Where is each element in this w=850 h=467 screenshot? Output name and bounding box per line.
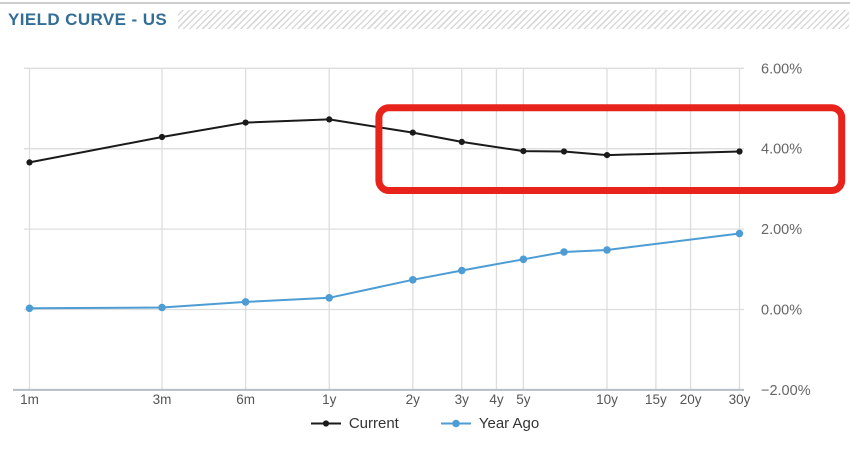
- data-point-year-ago: [560, 248, 568, 256]
- y-tick-label: −2.00%: [761, 383, 811, 399]
- data-point-year-ago: [519, 255, 528, 264]
- series-line-current: [29, 118, 740, 164]
- yield-curve-chart: 6.00% 4.00% 2.00% 0.00% −2.00% 1m 3m 6m 1y 2y 3y 4y…: [13, 61, 846, 407]
- data-point-current: [409, 129, 416, 136]
- data-point-current: [242, 119, 249, 126]
- data-point-current: [326, 116, 333, 123]
- series-line-year-ago: [29, 232, 740, 310]
- data-point-current: [603, 152, 611, 159]
- data-point-current: [736, 148, 743, 155]
- data-point-current: [26, 159, 33, 166]
- x-tick-label: 30y: [729, 392, 751, 407]
- page-title: YIELD CURVE - US: [8, 10, 168, 29]
- y-tick-label: 6.00%: [761, 61, 802, 77]
- hatch-decoration: [178, 10, 849, 29]
- data-point-current: [560, 148, 568, 155]
- y-tick-label: 4.00%: [761, 142, 802, 158]
- data-point-current: [158, 133, 166, 141]
- annotation-red-box: [375, 104, 846, 195]
- x-tick-label: 3m: [153, 392, 172, 407]
- x-tick-label: 3y: [455, 392, 470, 407]
- data-point-year-ago: [158, 303, 166, 312]
- data-point-year-ago: [325, 294, 334, 302]
- legend-label: Year Ago: [478, 415, 540, 432]
- data-point-year-ago: [735, 229, 744, 238]
- data-point-year-ago: [241, 298, 250, 306]
- legend-item-year-ago[interactable]: Year Ago: [440, 415, 540, 432]
- legend-marker-icon: [310, 420, 341, 427]
- data-point-current: [520, 148, 527, 155]
- data-point-year-ago: [25, 304, 34, 313]
- x-tick-label: 1y: [322, 392, 337, 407]
- y-tick-label: 2.00%: [761, 222, 802, 238]
- legend-item-current[interactable]: Current: [310, 415, 399, 432]
- x-tick-label: 15y: [645, 392, 667, 407]
- data-point-year-ago: [458, 266, 466, 275]
- x-tick-label: 20y: [680, 392, 702, 407]
- data-point-current: [458, 138, 465, 145]
- data-point-year-ago: [409, 276, 417, 284]
- legend-marker-icon: [440, 419, 471, 428]
- x-tick-label: 4y: [489, 392, 504, 407]
- x-tick-label: 1m: [20, 392, 39, 407]
- chart-legend: Current Year Ago: [0, 415, 850, 432]
- x-tick-label: 10y: [596, 392, 618, 407]
- x-tick-label: 2y: [406, 392, 421, 407]
- top-border: [0, 2, 850, 4]
- data-point-year-ago: [603, 246, 611, 254]
- legend-label: Current: [348, 415, 399, 432]
- x-tick-label: 6m: [236, 392, 255, 407]
- x-tick-label: 5y: [516, 392, 531, 407]
- y-tick-label: 0.00%: [761, 303, 802, 319]
